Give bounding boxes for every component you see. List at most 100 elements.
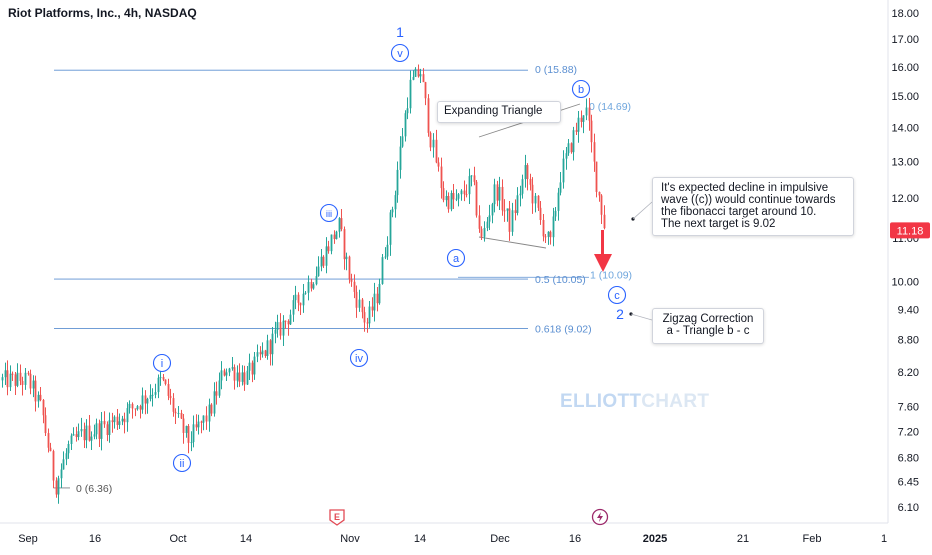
candle-body [238, 372, 241, 382]
wave-label-b: b [578, 84, 584, 96]
price-tick-label: 13.00 [891, 157, 919, 169]
candle-body [62, 459, 65, 470]
candle-body [424, 82, 427, 99]
candle-body [195, 424, 198, 428]
candle-body [368, 306, 371, 324]
candle-body [139, 406, 142, 410]
candle-body [330, 234, 333, 252]
candle-body [488, 215, 491, 222]
price-tick-label: 16.00 [891, 62, 919, 74]
callout-line-1: It's expected decline in impulsive [661, 182, 829, 194]
wave-label-circle [172, 453, 192, 473]
candle-body [123, 418, 126, 423]
candle-body [450, 193, 453, 210]
candle-body [519, 193, 522, 196]
candle-body [511, 210, 514, 232]
candle-body [136, 406, 139, 410]
candle-body [121, 418, 124, 422]
price-tick-label: 15.00 [891, 91, 919, 103]
candle-body [264, 350, 267, 356]
time-tick-label: Nov [340, 533, 360, 545]
candle-body [399, 146, 402, 170]
candle-body [299, 302, 302, 306]
candle-body [557, 192, 560, 211]
candle-body [350, 279, 353, 282]
candle-body [180, 412, 183, 419]
candle-body [422, 74, 425, 83]
candle-body [389, 212, 392, 245]
price-tick-label: 12.00 [891, 193, 919, 205]
candle-body [297, 294, 300, 303]
expanding-triangle-callout[interactable]: Expanding Triangle [437, 101, 561, 123]
candle-body [559, 182, 562, 193]
candle-body [427, 98, 430, 133]
candle-body [236, 372, 239, 381]
candle-body [284, 320, 287, 322]
candle-body [470, 175, 473, 177]
candle-body [531, 184, 534, 204]
time-tick-label: 2025 [643, 533, 667, 545]
candle-body [544, 236, 547, 238]
price-tick-label: 9.40 [898, 305, 919, 317]
candle-body [197, 421, 200, 428]
candle-body [593, 142, 596, 162]
candle-body [225, 372, 228, 376]
candle-body [539, 207, 542, 220]
candle-body [478, 215, 481, 229]
expanding-triangle-label: Expanding Triangle [444, 105, 543, 117]
zigzag-connector [630, 313, 653, 321]
fib-level-label: 0.5 (10.05) [535, 274, 586, 286]
candle-body [327, 246, 330, 252]
zigzag-line-2: a - Triangle b - c [666, 325, 750, 337]
expected-decline-callout[interactable]: It's expected decline in impulsive wave … [652, 177, 854, 236]
candle-body [202, 415, 205, 423]
watermark-part-1: ELLIOTT [560, 391, 642, 412]
candle-body [409, 79, 412, 109]
candle-body [445, 196, 448, 201]
time-tick-label: Oct [169, 533, 186, 545]
candle-body [463, 190, 466, 195]
candle-body [21, 380, 24, 385]
time-axis[interactable]: Sep 16 Oct 14 Nov 14 Dec 16 2025 21 Feb 1 [0, 522, 888, 545]
candle-body [243, 372, 246, 385]
candle-body [37, 394, 40, 402]
candle-body [358, 299, 361, 308]
candle-body [146, 398, 149, 404]
candle-body [554, 210, 557, 217]
candle-body [208, 404, 211, 422]
candle-body [44, 415, 47, 434]
candle-body [588, 107, 591, 121]
candle-body [315, 276, 318, 285]
candle-body [261, 350, 264, 355]
candle-body [57, 478, 60, 495]
candle-body [302, 293, 305, 306]
wave-label-c: c [614, 290, 620, 302]
time-tick-label: Feb [803, 533, 822, 545]
candle-body [447, 196, 450, 210]
candle-body [144, 395, 147, 404]
candle-body [582, 115, 585, 122]
candle-body [256, 352, 259, 357]
candle-body [381, 257, 384, 284]
candle-body [590, 120, 593, 143]
candle-body [333, 234, 336, 240]
candle-body [483, 227, 486, 237]
candle-body [200, 421, 203, 423]
fibonacci-levels: 0 (15.88) 0.5 (10.05) 0.618 (9.02) 0 (14.69… [54, 64, 632, 495]
candle-body [391, 209, 394, 213]
candle-body [521, 179, 524, 194]
candle-body [14, 374, 17, 386]
earnings-icon [329, 509, 345, 526]
candle-body [595, 161, 598, 192]
candle-body [371, 306, 374, 311]
candle-body [508, 208, 511, 232]
wave-label-iii: iii [326, 209, 332, 220]
candle-body [253, 356, 256, 375]
price-axis[interactable]: 18.0017.0016.0015.0014.0013.0012.0011.00… [887, 0, 919, 523]
zigzag-callout[interactable]: Zigzag Correction a - Triangle b - c [652, 308, 764, 344]
price-tick-label: 6.80 [898, 452, 919, 464]
candle-body [93, 434, 96, 437]
candles [1, 64, 606, 504]
